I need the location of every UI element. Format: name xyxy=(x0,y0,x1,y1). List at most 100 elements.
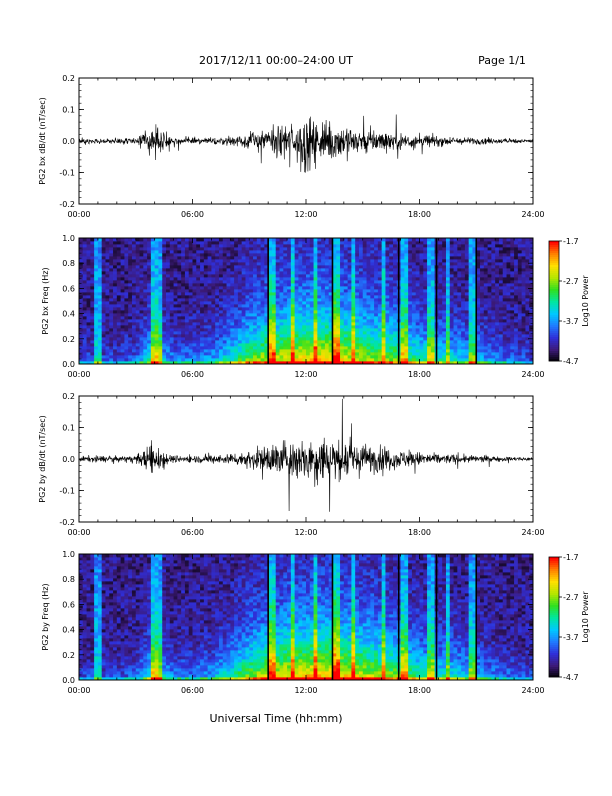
spectrogram-cell xyxy=(166,307,170,310)
spectrogram-cell xyxy=(351,352,355,355)
spectrogram-cell xyxy=(457,304,461,307)
spectrogram-cell xyxy=(488,265,492,268)
spectrogram-cell xyxy=(348,310,352,313)
spectrogram-cell xyxy=(132,286,136,289)
spectrogram-cell xyxy=(174,343,178,346)
spectrogram-cell xyxy=(166,313,170,316)
spectrogram-cell xyxy=(295,286,299,289)
spectrogram-cell xyxy=(94,322,98,325)
spectrogram-cell xyxy=(234,256,238,259)
spectrogram-cell xyxy=(90,265,94,268)
spectrogram-cell xyxy=(113,349,117,352)
spectrogram-cell xyxy=(90,244,94,247)
spectrogram-cell xyxy=(128,271,132,274)
spectrogram-cell xyxy=(94,247,98,250)
spectrogram-cell xyxy=(385,355,389,358)
spectrogram-cell xyxy=(454,331,458,334)
spectrogram-cell xyxy=(117,337,121,340)
spectrogram-cell xyxy=(340,274,344,277)
spectrogram-cell xyxy=(128,307,132,310)
spectrogram-cell xyxy=(370,322,374,325)
spectrogram-cell xyxy=(408,271,412,274)
spectrogram-cell xyxy=(363,247,367,250)
spectrogram-cell xyxy=(420,358,424,361)
spectrogram-cell xyxy=(514,271,518,274)
spectrogram-cell xyxy=(245,256,249,259)
spectrogram-cell xyxy=(393,325,397,328)
spectrogram-cell xyxy=(370,298,374,301)
spectrogram-cell xyxy=(340,328,344,331)
spectrogram-cell xyxy=(499,331,503,334)
spectrogram-cell xyxy=(465,262,469,265)
spectrogram-cell xyxy=(393,289,397,292)
spectrogram-cell xyxy=(295,352,299,355)
spectrogram-cell xyxy=(136,307,140,310)
spectrogram-cell xyxy=(469,334,473,337)
spectrogram-cell xyxy=(495,304,499,307)
spectrogram-cell xyxy=(499,355,503,358)
spectrogram-cell xyxy=(420,259,424,262)
spectrogram-cell xyxy=(442,355,446,358)
spectrogram-cell xyxy=(136,334,140,337)
spectrogram-cell xyxy=(174,355,178,358)
spectrogram-cell xyxy=(385,343,389,346)
spectrogram-cell xyxy=(272,283,276,286)
spectrogram-cell xyxy=(404,268,408,271)
spectrogram-cell xyxy=(193,292,197,295)
spectrogram-cell xyxy=(98,298,102,301)
spectrogram-cell xyxy=(177,325,181,328)
spectrogram-cell xyxy=(79,247,83,250)
spectrogram-cell xyxy=(314,331,318,334)
spectrogram-cell xyxy=(193,259,197,262)
spectrogram-cell xyxy=(166,355,170,358)
spectrogram-cell xyxy=(480,241,484,244)
spectrogram-cell xyxy=(215,241,219,244)
spectrogram-cell xyxy=(438,274,442,277)
spectrogram-cell xyxy=(200,322,204,325)
spectrogram-cell xyxy=(121,277,125,280)
spectrogram-cell xyxy=(249,307,253,310)
spectrogram-cell xyxy=(370,310,374,313)
spectrogram-cell xyxy=(442,301,446,304)
spectrogram-cell xyxy=(158,292,162,295)
spectrogram-cell xyxy=(223,340,227,343)
spectrogram-cell xyxy=(378,322,382,325)
spectrogram-cell xyxy=(257,355,261,358)
spectrogram-cell xyxy=(162,328,166,331)
spectrogram-cell xyxy=(355,277,359,280)
spectrogram-cell xyxy=(98,355,102,358)
spectrogram-cell xyxy=(136,325,140,328)
spectrogram-cell xyxy=(469,271,473,274)
spectrogram-cell xyxy=(280,250,284,253)
spectrogram-cell xyxy=(128,286,132,289)
spectrogram-cell xyxy=(140,310,144,313)
spectrogram-cell xyxy=(208,265,212,268)
spectrogram-cell xyxy=(454,349,458,352)
spectrogram-cell xyxy=(257,241,261,244)
spectrogram-cell xyxy=(83,319,87,322)
spectrogram-cell xyxy=(261,292,265,295)
spectrogram-cell xyxy=(181,328,185,331)
spectrogram-cell xyxy=(336,247,340,250)
spectrogram-cell xyxy=(128,349,132,352)
spectrogram-cell xyxy=(446,247,450,250)
spectrogram-cell xyxy=(234,340,238,343)
spectrogram-cell xyxy=(454,289,458,292)
spectrogram-cell xyxy=(355,253,359,256)
spectrogram-cell xyxy=(408,328,412,331)
spectrogram-cell xyxy=(340,283,344,286)
spectrogram-cell xyxy=(427,253,431,256)
spectrogram-cell xyxy=(367,262,371,265)
spectrogram-cell xyxy=(90,268,94,271)
spectrogram-cell xyxy=(257,244,261,247)
spectrogram-cell xyxy=(336,331,340,334)
spectrogram-cell xyxy=(158,268,162,271)
spectrogram-cell xyxy=(488,331,492,334)
spectrogram-cell xyxy=(189,355,193,358)
spectrogram-cell xyxy=(177,274,181,277)
spectrogram-cell xyxy=(306,331,310,334)
spectrogram-cell xyxy=(227,355,231,358)
spectrogram-cell xyxy=(507,286,511,289)
spectrogram-cell xyxy=(423,292,427,295)
